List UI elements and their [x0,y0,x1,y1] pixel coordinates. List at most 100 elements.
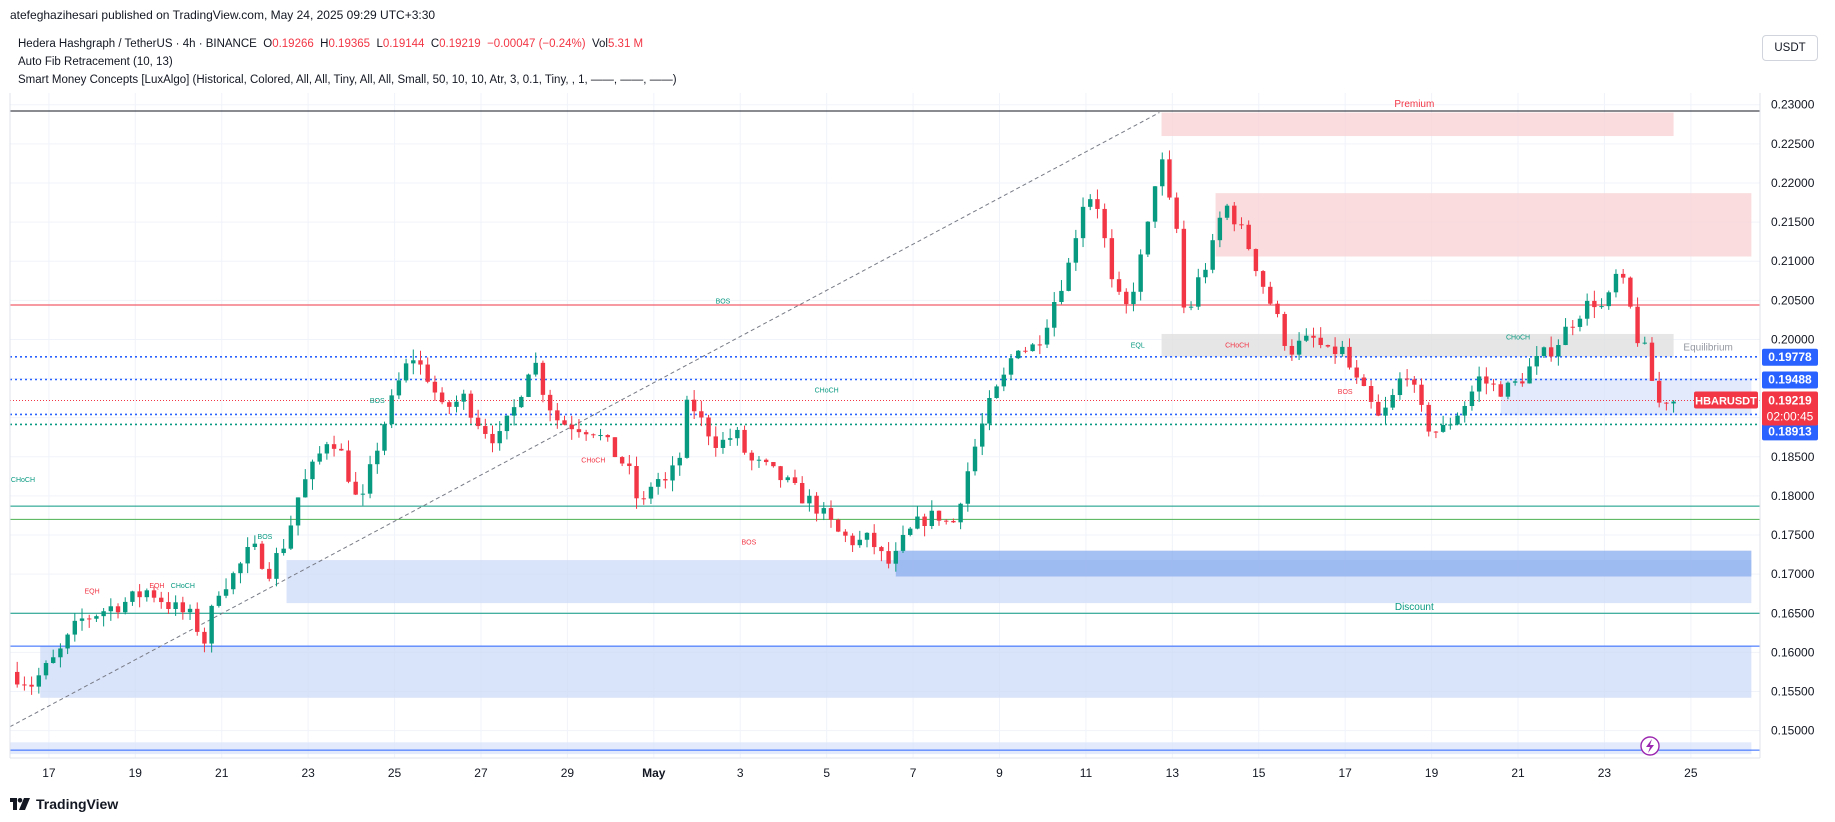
structure-label: EQH [85,589,100,596]
price-tick-label: 0.16000 [1771,645,1815,659]
candle-body [1167,159,1172,198]
candle-body [1073,238,1079,263]
candle-body [1412,379,1417,385]
candle-body [634,466,639,499]
candle-body [821,508,826,514]
lightning-icon[interactable] [1640,736,1660,756]
candle-body [1347,346,1352,368]
candle-body [1440,425,1446,432]
candle-body [569,424,574,430]
zone-bottom-band [10,742,1752,755]
candle-body [1390,395,1395,408]
candle-body [987,397,992,424]
candle-body [1318,337,1323,346]
candle-body [958,503,963,523]
high-label: H [320,38,329,50]
time-tick-label: 19 [129,766,143,780]
candle-body [87,618,92,620]
candle-body [994,386,999,398]
indicator-smc-row[interactable]: Smart Money Concepts [LuxAlgo] (Historic… [18,74,677,86]
candle-body [1584,300,1590,319]
candle-body [1556,345,1561,357]
candle-body [166,602,171,609]
time-tick-label: 25 [1684,766,1698,780]
tradingview-logo-icon [10,798,30,810]
candle-body [785,477,790,481]
candle-body [1232,205,1237,225]
candle-body [497,431,502,444]
price-tick-label: 0.21000 [1771,254,1815,268]
candle-body [36,675,42,687]
price-level-badge-text: 0.19778 [1768,350,1812,364]
candle-body [1296,340,1302,355]
zone-label: Equilibrium [1683,342,1732,353]
candle-body [648,486,654,499]
candle-body [1260,271,1266,287]
candle-body [231,573,236,590]
indicator-fib-row[interactable]: Auto Fib Retracement (10, 13) [18,56,173,68]
candle-body [396,380,402,396]
candle-body [295,497,301,526]
candle-body [403,363,409,381]
structure-label: CHoCH [581,457,605,464]
candle-body [65,634,70,649]
structure-label: CHoCH [1506,334,1530,341]
price-tick-label: 0.20000 [1771,332,1815,346]
candle-body [1311,335,1316,338]
symbol-badge [1694,391,1758,409]
price-tick-label: 0.23000 [1771,98,1815,112]
time-tick-label: 5 [823,766,830,780]
candle-body [259,543,265,569]
candle-body [1469,391,1475,407]
candle-body [324,444,330,454]
candle-body [612,437,618,458]
candle-body [1498,384,1503,397]
symbol-legend-row[interactable]: Hedera Hashgraph / TetherUS · 4h · BINAN… [18,35,677,53]
price-tick-label: 0.22500 [1771,137,1815,151]
candle-body [360,493,366,495]
candle-body [490,433,495,444]
time-tick-label: 17 [42,766,56,780]
current-price-text: 0.19219 [1768,394,1812,408]
candle-body [1016,350,1021,359]
tradingview-brand: TradingView [36,796,119,812]
candle-body [735,429,740,439]
candle-body [1246,224,1251,250]
candle-body [303,479,308,498]
candle-body [814,495,819,514]
candle-body [900,534,906,551]
price-badges: 0.197780.194880.190420.18913HBARUSDT0.19… [1694,348,1818,441]
candle-body [583,432,589,435]
currency-button[interactable]: USDT [1762,35,1818,61]
candle-body [915,516,920,529]
candle-body [123,601,128,613]
candle-body [684,399,690,458]
candle-body [1433,431,1439,433]
candle-body [641,498,646,500]
candle-body [1361,377,1367,387]
candle-body [1181,228,1187,308]
candles [15,150,1676,695]
time-tick-label: 15 [1252,766,1266,780]
candle-body [922,516,927,527]
candle-body [1599,306,1604,308]
time-tick-label: 21 [215,766,229,780]
close-value: 0.19219 [439,38,481,50]
candle-body [1052,302,1057,328]
candle-body [187,608,193,613]
candle-body [1383,407,1388,416]
candle-body [375,450,380,465]
price-level-badge [1762,348,1818,366]
candle-body [1462,406,1467,416]
candle-body [1541,347,1547,357]
candle-body [144,590,150,598]
candle-body [749,452,754,461]
candle-body [1570,326,1575,328]
candle-body [1188,306,1194,308]
candle-body [1268,286,1273,304]
candle-body [1642,342,1647,344]
time-tick-label: 19 [1425,766,1439,780]
structure-label: BOS [258,534,273,541]
candle-body [1332,346,1338,355]
